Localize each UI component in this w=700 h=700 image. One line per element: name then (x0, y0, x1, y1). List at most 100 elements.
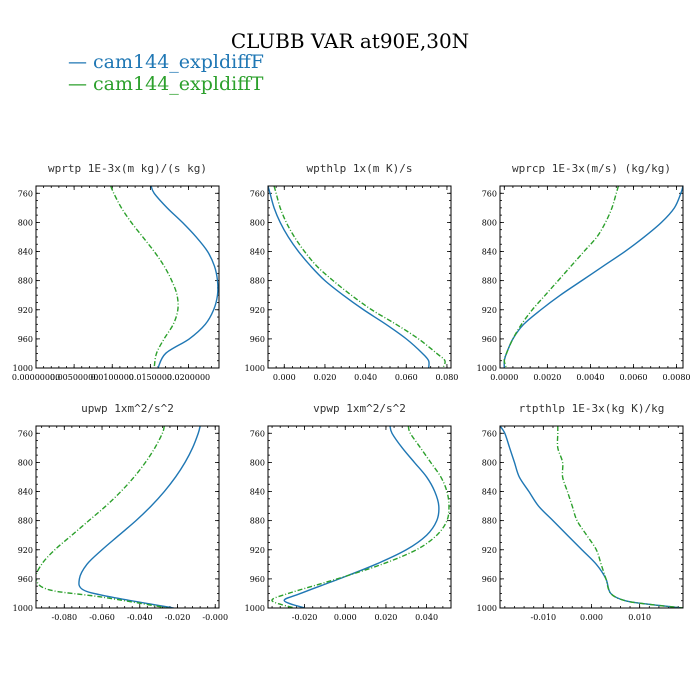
x-tick-label: 0.00500000 (50, 373, 98, 382)
y-tick-label: 880 (482, 277, 497, 286)
y-tick-label: 760 (18, 189, 33, 198)
x-tick-label: 0.080 (435, 373, 458, 382)
y-tick-label: 800 (250, 218, 265, 227)
panel-1: wprtp 1E-3x(m kg)/(s kg) 760 800 840 880 920 9… (12, 162, 220, 382)
y-tick-label: 1000 (13, 364, 33, 373)
plot-frame (35, 185, 220, 369)
x-tick-label: 0.0020 (533, 373, 561, 382)
x-tick-label: 0.0150000 (129, 373, 172, 382)
y-tick-label: 880 (18, 517, 33, 526)
series-line-expldiffT (556, 426, 683, 608)
series-line-expldiffT (273, 186, 446, 368)
panel-2: wpthlp 1x(m K)/s 760 800 840 880 920 960 1000 0.… (245, 162, 459, 382)
panel-title: wprcp 1E-3x(m/s) (kg/kg) (512, 162, 671, 175)
panel-5: vpwp 1xm^2/s^2 760 800 840 880 920 960 1000 -0.0… (245, 402, 452, 622)
y-tick-label: 880 (250, 277, 265, 286)
series-line-expldiffF (78, 426, 201, 608)
y-tick-label: 920 (18, 306, 33, 315)
y-tick-label: 840 (482, 248, 497, 257)
y-tick-label: 840 (18, 488, 33, 497)
x-tick-label: 0.060 (395, 373, 418, 382)
y-tick-label: 960 (18, 335, 33, 344)
x-tick-label: 0.0060 (619, 373, 647, 382)
y-tick-label: 800 (250, 458, 265, 467)
x-tick-label: -0.020 (292, 613, 318, 622)
x-tick-label: 0.010 (628, 613, 651, 622)
legend-label-2: — cam144_expldiffT (68, 73, 264, 95)
x-tick-label: 0.040 (415, 613, 438, 622)
plot-frame (267, 425, 452, 609)
series-line-expldiffT (503, 186, 620, 368)
y-tick-label: 920 (250, 546, 265, 555)
series-line-expldiffF (500, 426, 683, 608)
y-tick-label: 760 (250, 189, 265, 198)
x-tick-label: 0.040 (354, 373, 377, 382)
series-group (268, 186, 446, 368)
y-tick-label: 800 (482, 218, 497, 227)
x-tick-label: 0.0040 (576, 373, 604, 382)
y-tick-label: 760 (482, 429, 497, 438)
y-tick-label: 880 (482, 517, 497, 526)
legend-entry-2: — cam144_expldiffT (68, 73, 264, 95)
y-tick-label: 760 (18, 429, 33, 438)
x-tick-label: -0.000 (202, 613, 228, 622)
legend-entry-1: — cam144_expldiffF (68, 51, 264, 73)
y-tick-label: 1000 (245, 604, 265, 613)
series-group (500, 426, 683, 608)
panel-title: rtpthlp 1E-3x(kg K)/kg (519, 402, 665, 415)
series-line-expldiffF (283, 426, 440, 608)
y-tick-label: 920 (482, 306, 497, 315)
y-tick-label: 1000 (13, 604, 33, 613)
series-line-expldiffT (271, 426, 450, 608)
y-tick-label: 1000 (477, 604, 497, 613)
series-line-expldiffF (150, 186, 219, 368)
y-tick-label: 840 (18, 248, 33, 257)
panels: wprtp 1E-3x(m kg)/(s kg) 760 800 840 880 920 9… (12, 162, 691, 622)
panel-title: wpthlp 1x(m K)/s (307, 162, 413, 175)
y-tick-label: 760 (250, 429, 265, 438)
x-tick-label: 0.0080 (663, 373, 691, 382)
y-tick-label: 800 (482, 458, 497, 467)
x-tick-label: 0.000 (273, 373, 296, 382)
x-tick-label: 0.000 (334, 613, 357, 622)
panel-6: rtpthlp 1E-3x(kg K)/kg 760 800 840 880 920 960… (477, 402, 684, 622)
y-tick-label: 960 (482, 575, 497, 584)
plot-frame (267, 185, 452, 369)
x-tick-label: -0.010 (531, 613, 557, 622)
series-group (271, 426, 450, 608)
x-tick-label: 0.020 (374, 613, 397, 622)
y-tick-label: 920 (18, 546, 33, 555)
y-tick-label: 800 (18, 458, 33, 467)
x-tick-label: 0.0100000 (91, 373, 134, 382)
x-tick-label: 0.00000000 (12, 373, 60, 382)
plot-frame (499, 425, 684, 609)
panel-title: wprtp 1E-3x(m kg)/(s kg) (48, 162, 207, 175)
series-group (503, 186, 683, 368)
x-tick-label: -0.020 (165, 613, 191, 622)
legend-label-1: — cam144_expldiffF (68, 51, 264, 73)
legend: — cam144_expldiffF — cam144_expldiffT (68, 51, 264, 95)
series-group (36, 426, 201, 608)
y-tick-label: 960 (18, 575, 33, 584)
y-tick-label: 840 (482, 488, 497, 497)
y-tick-label: 880 (18, 277, 33, 286)
y-tick-label: 920 (482, 546, 497, 555)
x-tick-label: 0.000 (580, 613, 603, 622)
x-tick-label: -0.060 (89, 613, 115, 622)
y-tick-label: 840 (250, 248, 265, 257)
x-tick-label: -0.040 (127, 613, 153, 622)
figure-title: CLUBB VAR at90E,30N (231, 29, 469, 53)
y-tick-label: 1000 (477, 364, 497, 373)
y-tick-label: 960 (482, 335, 497, 344)
plot-frame (35, 425, 220, 609)
panel-title: vpwp 1xm^2/s^2 (313, 402, 406, 415)
y-tick-label: 840 (250, 488, 265, 497)
y-tick-label: 1000 (245, 364, 265, 373)
y-tick-label: 800 (18, 218, 33, 227)
x-tick-label: 0.0000 (490, 373, 518, 382)
series-line-expldiffT (110, 186, 179, 368)
y-tick-label: 880 (250, 517, 265, 526)
series-line-expldiffF (503, 186, 683, 368)
plot-frame (499, 185, 684, 369)
